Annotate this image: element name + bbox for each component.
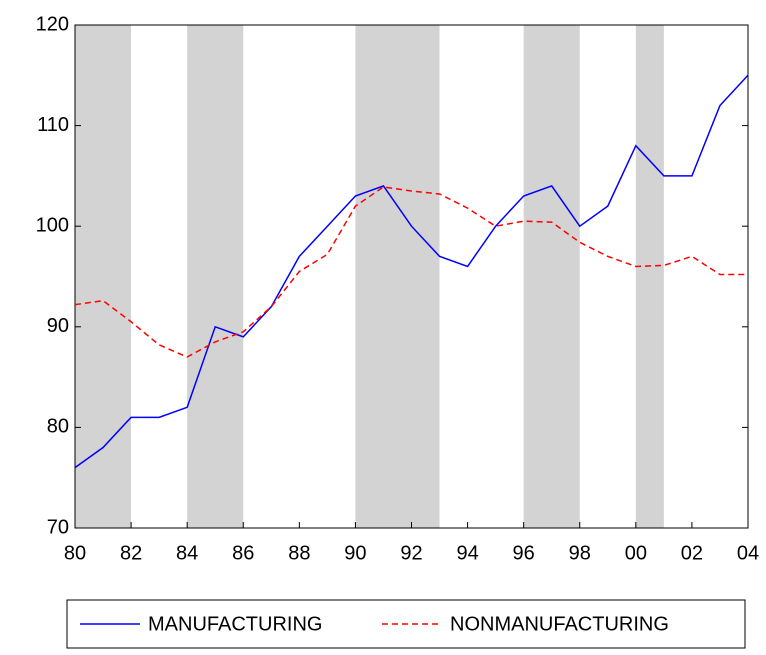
y-tick-label: 120: [36, 13, 69, 35]
x-tick-label: 88: [288, 542, 310, 564]
x-tick-label: 98: [569, 542, 591, 564]
x-tick-label: 96: [513, 542, 535, 564]
y-tick-label: 110: [37, 114, 69, 136]
x-tick-label: 86: [232, 542, 254, 564]
shaded-period: [523, 25, 580, 528]
x-tick-label: 92: [400, 542, 422, 564]
x-tick-label: 80: [64, 542, 86, 564]
x-tick-label: 84: [176, 542, 198, 564]
shaded-period: [187, 25, 244, 528]
y-tick-label: 90: [47, 315, 69, 337]
legend-box: [66, 599, 746, 649]
x-tick-label: 90: [344, 542, 366, 564]
legend-label: NONMANUFACTURING: [450, 613, 669, 635]
y-tick-label: 100: [36, 214, 69, 236]
x-tick-label: 94: [456, 542, 478, 564]
y-tick-label: 80: [47, 416, 69, 438]
shaded-period: [75, 25, 132, 528]
shaded-period: [635, 25, 664, 528]
x-tick-label: 04: [737, 542, 759, 564]
y-tick-label: 70: [47, 516, 69, 538]
x-tick-label: 02: [681, 542, 703, 564]
series-line: [74, 74, 749, 469]
legend-label: MANUFACTURING: [148, 613, 322, 635]
x-tick-label: 00: [625, 542, 647, 564]
shaded-period: [355, 25, 440, 528]
series-line: [74, 186, 748, 358]
x-tick-label: 82: [120, 542, 142, 564]
